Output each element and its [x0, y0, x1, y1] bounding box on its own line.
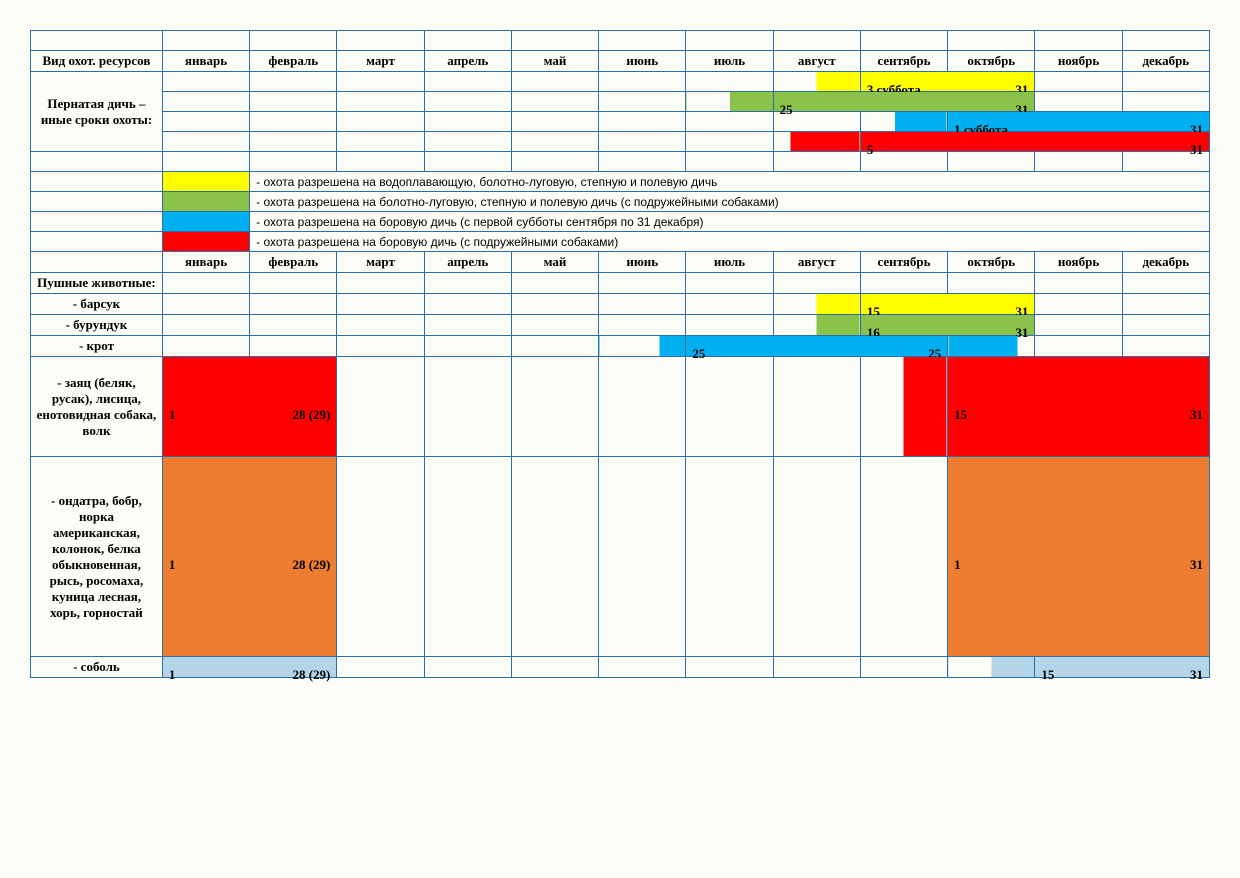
- month-header: декабрь: [1122, 252, 1209, 273]
- legend-swatch: [162, 192, 249, 212]
- season-bar: 1 суббота31: [948, 112, 1210, 132]
- season-start: 15: [954, 407, 967, 423]
- month-header: январь: [162, 252, 249, 273]
- month-header: август: [773, 51, 860, 72]
- season-bar-start: [948, 657, 1035, 678]
- month-header: октябрь: [948, 51, 1035, 72]
- month-header: октябрь: [948, 252, 1035, 273]
- season-end: 28 (29): [292, 557, 330, 573]
- hunting-calendar-table: Вид охот. ресурсовянварьфевральмартапрел…: [30, 30, 1210, 678]
- month-header: апрель: [424, 252, 511, 273]
- season-end: 31: [1190, 142, 1203, 158]
- legend-text: - охота разрешена на водоплавающую, боло…: [250, 172, 1210, 192]
- season-bar-end: [948, 336, 1035, 357]
- animal-row-label: - крот: [31, 336, 163, 357]
- season-bar: 128 (29): [162, 657, 337, 678]
- month-header: март: [337, 252, 424, 273]
- month-header: ноябрь: [1035, 51, 1122, 72]
- season-bar: 2531: [773, 92, 1035, 112]
- month-header: август: [773, 252, 860, 273]
- season-bar-start: [599, 336, 686, 357]
- month-header: декабрь: [1122, 51, 1209, 72]
- season-start: 1: [169, 557, 176, 573]
- season-bar: 1531: [860, 294, 1035, 315]
- legend-text: - охота разрешена на боровую дичь (с пер…: [250, 212, 1210, 232]
- animal-row-label: - ондатра, бобр, норка американская, кол…: [31, 457, 163, 657]
- season-bar-start: [773, 315, 860, 336]
- month-header: июль: [686, 51, 773, 72]
- season-bar: 1 28 (29): [162, 457, 337, 657]
- month-header: июнь: [599, 252, 686, 273]
- season-start: 15: [1041, 667, 1054, 683]
- season-start: 25: [692, 346, 705, 362]
- season-start: 1: [169, 667, 176, 683]
- month-header: январь: [162, 51, 249, 72]
- season-bar-start: [860, 357, 947, 457]
- animal-row-label: - бурундук: [31, 315, 163, 336]
- season-bar: 1531: [948, 357, 1210, 457]
- season-end: 28 (29): [292, 667, 330, 683]
- month-header: сентябрь: [860, 252, 947, 273]
- animal-row-label: - барсук: [31, 294, 163, 315]
- month-header: ноябрь: [1035, 252, 1122, 273]
- season-bar: 1531: [1035, 657, 1210, 678]
- season-bar: 2525: [686, 336, 948, 357]
- month-header: июнь: [599, 51, 686, 72]
- month-header: май: [511, 51, 598, 72]
- season-bar-start: [773, 72, 860, 92]
- season-bar: 1 31: [948, 457, 1210, 657]
- legend-swatch: [162, 232, 249, 252]
- season-start: 5: [867, 142, 874, 158]
- month-header: февраль: [250, 51, 337, 72]
- season-end: 31: [1190, 557, 1203, 573]
- season-bar-start: [773, 294, 860, 315]
- animal-row-label: - заяц (беляк, русак), лисица, енотовидн…: [31, 357, 163, 457]
- legend-text: - охота разрешена на боровую дичь (с под…: [250, 232, 1210, 252]
- season-bar-start: [773, 132, 860, 152]
- season-bar: 3 суббота31: [860, 72, 1035, 92]
- season-bar-start: [860, 112, 947, 132]
- month-header: июль: [686, 252, 773, 273]
- season-bar-start: [686, 92, 773, 112]
- section-fur-animals: Пушные животные:: [31, 273, 163, 294]
- legend-swatch: [162, 172, 249, 192]
- month-header: март: [337, 51, 424, 72]
- section-game-birds: Пернатая дичь – иные сроки охоты:: [31, 72, 163, 152]
- header-resource-type: Вид охот. ресурсов: [31, 51, 163, 72]
- month-header: апрель: [424, 51, 511, 72]
- month-header: сентябрь: [860, 51, 947, 72]
- season-start: 25: [780, 102, 793, 118]
- season-end: 28 (29): [292, 407, 330, 423]
- season-bar: 1631: [860, 315, 1035, 336]
- season-start: 1: [954, 557, 961, 573]
- month-header: февраль: [250, 252, 337, 273]
- legend-swatch: [162, 212, 249, 232]
- animal-row-label: - соболь: [31, 657, 163, 678]
- season-end: 31: [1190, 667, 1203, 683]
- season-bar: 1 28 (29): [162, 357, 337, 457]
- season-bar: 531: [860, 132, 1209, 152]
- month-header: май: [511, 252, 598, 273]
- season-end: 31: [1190, 407, 1203, 423]
- season-start: 1: [169, 407, 176, 423]
- legend-text: - охота разрешена на болотно-луговую, ст…: [250, 192, 1210, 212]
